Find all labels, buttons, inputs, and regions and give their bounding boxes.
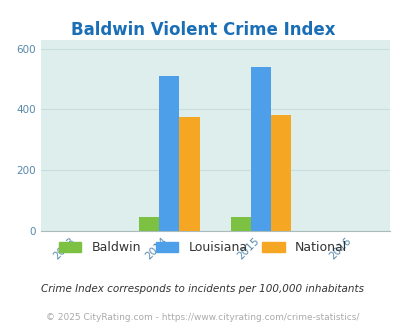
Text: Crime Index corresponds to incidents per 100,000 inhabitants: Crime Index corresponds to incidents per… <box>41 284 364 294</box>
Legend: Baldwin, Louisiana, National: Baldwin, Louisiana, National <box>54 236 351 259</box>
Bar <box>230 217 250 231</box>
Bar <box>250 67 271 231</box>
Bar <box>271 115 291 231</box>
Text: © 2025 CityRating.com - https://www.cityrating.com/crime-statistics/: © 2025 CityRating.com - https://www.city… <box>46 313 359 322</box>
Bar <box>159 76 179 231</box>
Bar <box>139 217 159 231</box>
Bar <box>179 117 199 231</box>
Text: Baldwin Violent Crime Index: Baldwin Violent Crime Index <box>70 21 335 40</box>
